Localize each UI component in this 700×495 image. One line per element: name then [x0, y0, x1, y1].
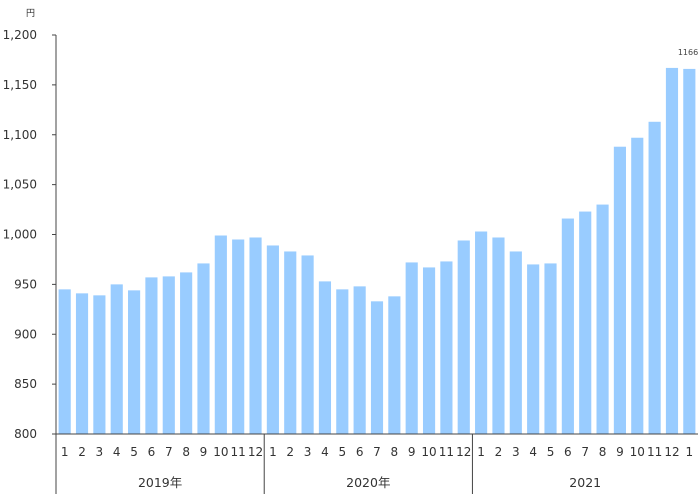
x-tick-label: 4 [113, 445, 121, 459]
bar [561, 218, 574, 434]
x-tick-label: 2 [495, 445, 503, 459]
bar [457, 240, 470, 434]
bar [197, 263, 210, 434]
bar [232, 239, 245, 434]
x-tick-label: 6 [356, 445, 364, 459]
x-tick-label: 1 [269, 445, 277, 459]
x-tick-label: 11 [647, 445, 662, 459]
bar [336, 289, 349, 434]
bar [544, 263, 557, 434]
x-tick-label: 2 [78, 445, 86, 459]
x-tick-label: 9 [408, 445, 416, 459]
bar [422, 267, 436, 434]
bar [370, 301, 384, 434]
bar [58, 289, 71, 434]
x-tick-label: 1 [477, 445, 485, 459]
x-tick-label: 7 [581, 445, 589, 459]
bars [58, 67, 696, 434]
y-tick-label: 1,100 [3, 128, 37, 142]
bar [492, 237, 505, 434]
bar [648, 121, 661, 434]
x-tick-label: 1 [686, 445, 694, 459]
x-tick-label: 4 [529, 445, 537, 459]
x-tick-label: 6 [148, 445, 156, 459]
bar [405, 262, 418, 434]
bar [301, 255, 314, 434]
y-tick-label: 950 [14, 277, 37, 291]
x-tick-label: 12 [248, 445, 263, 459]
bar [110, 284, 123, 434]
bar [509, 251, 522, 434]
bar [93, 295, 106, 434]
data-label: 1166 [678, 48, 698, 57]
x-tick-label: 11 [231, 445, 246, 459]
y-tick-label: 1,150 [3, 78, 37, 92]
x-tick-label: 7 [373, 445, 381, 459]
x-tick-label: 8 [182, 445, 190, 459]
year-group-labels: 2019年 2020年 2021 [138, 475, 601, 490]
bar [579, 211, 592, 434]
x-tick-label: 4 [321, 445, 329, 459]
x-tick-label: 8 [391, 445, 399, 459]
x-tick-label: 5 [547, 445, 555, 459]
bar [284, 251, 297, 434]
bar [353, 286, 366, 434]
bar [475, 231, 488, 434]
x-tick-label: 5 [338, 445, 346, 459]
y-tick-label: 850 [14, 377, 37, 391]
bar [249, 237, 262, 434]
year-group-label: 2020年 [346, 475, 390, 490]
year-group-label: 2019年 [138, 475, 182, 490]
x-tick-label: 10 [421, 445, 436, 459]
x-axis-tick-labels: 1 2 3 4 5 6 7 8 9 10 11 12 1 2 3 4 5 6 7 8 9 10 11 12 1 2 3 4 5 6 7 8 9 1… [61, 445, 693, 459]
bar [665, 67, 679, 434]
bar [318, 281, 332, 434]
bar [440, 261, 453, 434]
x-tick-label: 3 [512, 445, 520, 459]
bar [75, 293, 89, 434]
bar [631, 137, 644, 434]
x-tick-label: 7 [165, 445, 173, 459]
x-tick-label: 6 [564, 445, 572, 459]
x-tick-label: 3 [96, 445, 104, 459]
bar [128, 290, 141, 434]
bar [266, 245, 279, 434]
bar [388, 296, 401, 434]
y-tick-label: 1,000 [3, 228, 37, 242]
x-tick-label: 8 [599, 445, 607, 459]
data-labels: 1166 [678, 48, 698, 57]
y-tick-label: 1,200 [3, 28, 37, 42]
x-tick-label: 12 [456, 445, 471, 459]
x-tick-label: 9 [200, 445, 208, 459]
bar [613, 146, 626, 434]
bar [214, 235, 227, 434]
x-tick-label: 3 [304, 445, 312, 459]
bar [527, 264, 540, 434]
bar [162, 276, 175, 434]
y-tick-label: 900 [14, 327, 37, 341]
y-tick-label: 1,050 [3, 178, 37, 192]
y-axis-unit-label: 円 [26, 8, 35, 19]
x-tick-label: 12 [664, 445, 679, 459]
bar [596, 204, 609, 434]
bar [145, 277, 158, 434]
year-group-label: 2021 [569, 475, 601, 490]
x-tick-label: 5 [130, 445, 138, 459]
y-axis-tick-labels: 800 850 900 950 1,000 1,050 1,100 1,150 1,200 [3, 28, 56, 441]
x-tick-label: 1 [61, 445, 69, 459]
year-group-separators [263, 434, 473, 494]
bar [683, 68, 696, 434]
bar [180, 272, 193, 434]
x-tick-label: 10 [630, 445, 645, 459]
x-tick-label: 10 [213, 445, 228, 459]
y-tick-label: 800 [14, 427, 37, 441]
x-tick-label: 9 [616, 445, 624, 459]
x-tick-label: 11 [439, 445, 454, 459]
x-tick-label: 2 [286, 445, 294, 459]
